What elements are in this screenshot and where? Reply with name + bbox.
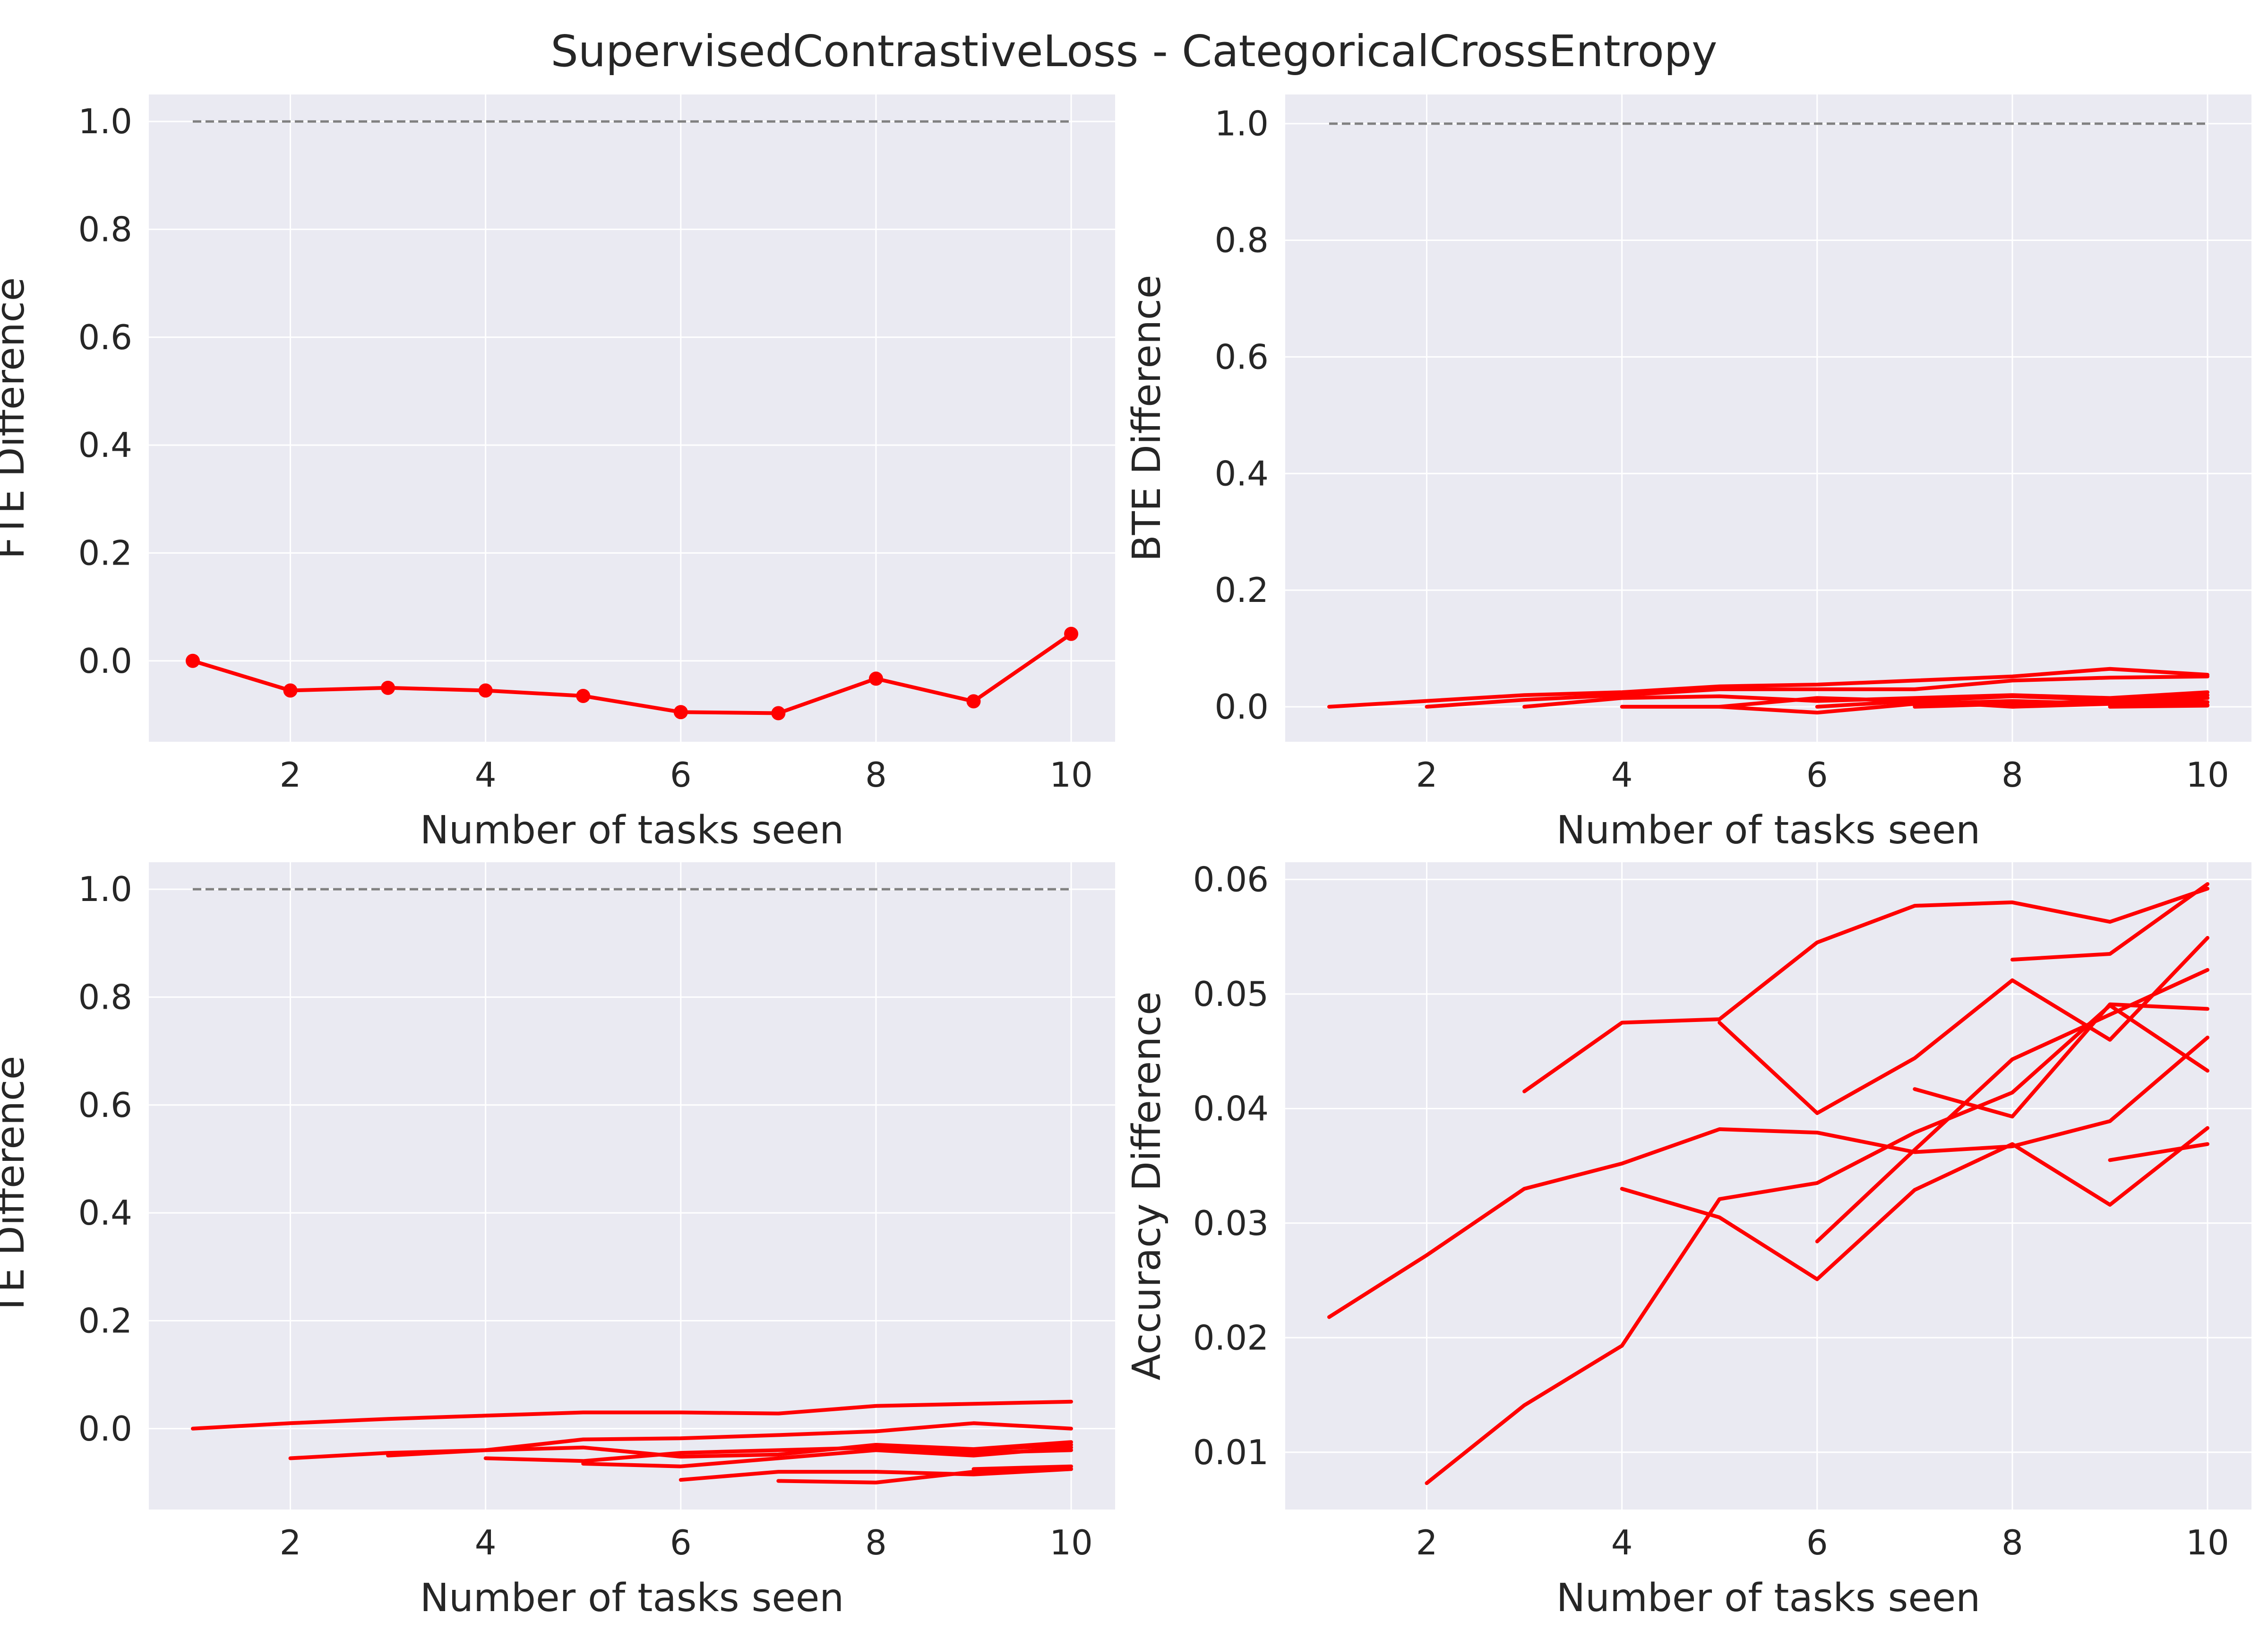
figure-title: SupervisedContrastiveLoss - CategoricalC… (550, 26, 1717, 77)
te-x-tick-label: 10 (1049, 1523, 1093, 1562)
accuracy-x-tick-label: 10 (2186, 1523, 2229, 1562)
fte-x-tick-label: 6 (670, 755, 692, 795)
te-y-tick-label: 1.0 (78, 869, 132, 909)
bte-plot-area (1285, 94, 2251, 742)
fte-series-line-1 (191, 632, 1073, 715)
subplot-accuracy: 2 4 6 8 10 0.01 0.02 0.03 0.04 0.05 0.06 Number of … (1125, 859, 2251, 1621)
accuracy-y-tick-label: 0.03 (1193, 1203, 1269, 1243)
bte-series-line-1 (1327, 667, 2209, 709)
fte-data-point (381, 680, 395, 695)
bte-y-tick-label: 0.2 (1214, 570, 1269, 610)
te-x-tick-label: 6 (670, 1523, 692, 1562)
te-y-tick-label: 0.4 (78, 1193, 132, 1233)
bte-series-line-7 (1913, 696, 2209, 709)
fte-x-axis-label: Number of tasks seen (420, 808, 844, 853)
fte-x-tick-label: 4 (475, 755, 497, 795)
te-y-tick-label: 0.0 (78, 1409, 132, 1449)
fte-data-point (283, 683, 298, 698)
te-y-axis-label: TE Difference (0, 1056, 33, 1317)
accuracy-series-line-4 (1620, 1126, 2209, 1281)
accuracy-x-axis-label: Number of tasks seen (1556, 1576, 1981, 1621)
accuracy-x-tick-label: 4 (1611, 1523, 1633, 1562)
accuracy-series-line-8 (2010, 882, 2209, 962)
te-series-line-5 (581, 1445, 1073, 1468)
accuracy-y-tick-label: 0.01 (1193, 1433, 1269, 1472)
te-series-line-4 (483, 1445, 1073, 1463)
fte-y-tick-label: 0.0 (78, 641, 132, 681)
bte-y-tick-label: 0.0 (1214, 687, 1269, 727)
fte-data-point (1064, 626, 1079, 641)
bte-y-tick-label: 0.6 (1214, 337, 1269, 377)
te-series-line-7 (776, 1467, 1073, 1484)
te-y-tick-label: 0.8 (78, 977, 132, 1017)
fte-y-tick-label: 0.2 (78, 533, 132, 573)
accuracy-y-tick-label: 0.05 (1193, 974, 1269, 1014)
te-x-axis-label: Number of tasks seen (420, 1576, 844, 1621)
fte-data-point (771, 706, 786, 721)
bte-series-line-2 (1425, 674, 2209, 709)
fte-y-tick-label: 0.8 (78, 209, 132, 249)
accuracy-y-tick-label: 0.06 (1193, 859, 1269, 899)
accuracy-series-line-7 (1913, 1002, 2209, 1119)
fte-data-point (478, 683, 493, 698)
accuracy-x-tick-label: 2 (1416, 1523, 1438, 1562)
bte-x-tick-label: 10 (2186, 755, 2229, 795)
bte-y-tick-label: 0.8 (1214, 221, 1269, 260)
te-series-line-1 (191, 1399, 1073, 1431)
fte-x-tick-label: 10 (1049, 755, 1093, 795)
bte-x-tick-label: 8 (2002, 755, 2023, 795)
fte-data-point (868, 671, 883, 686)
accuracy-series-line-2 (1425, 1004, 2209, 1485)
fte-y-axis-label: FTE Difference (0, 277, 33, 559)
bte-x-tick-label: 6 (1806, 755, 1828, 795)
fte-x-tick-label: 8 (865, 755, 887, 795)
accuracy-x-tick-label: 8 (2002, 1523, 2023, 1562)
te-y-tick-label: 0.6 (78, 1085, 132, 1125)
te-x-tick-label: 8 (865, 1523, 887, 1562)
te-y-tick-label: 0.2 (78, 1301, 132, 1340)
bte-x-axis-label: Number of tasks seen (1556, 808, 1981, 853)
te-plot-area (149, 862, 1115, 1510)
te-series-line-9 (971, 1464, 1073, 1471)
accuracy-series-line-9 (2108, 1142, 2209, 1162)
accuracy-series-line-5 (1718, 936, 2209, 1115)
bte-y-axis-label: BTE Difference (1125, 275, 1169, 562)
accuracy-x-tick-label: 6 (1806, 1523, 1828, 1562)
accuracy-y-tick-label: 0.04 (1193, 1089, 1269, 1128)
fte-y-tick-label: 1.0 (78, 102, 132, 141)
fte-data-point (673, 705, 688, 720)
te-x-tick-label: 4 (475, 1523, 497, 1562)
fte-plot-area (149, 94, 1115, 742)
fte-data-point (966, 694, 981, 709)
bte-y-tick-label: 0.4 (1214, 454, 1269, 493)
accuracy-series-line-3 (1522, 886, 2209, 1093)
bte-x-tick-label: 4 (1611, 755, 1633, 795)
fte-x-tick-label: 2 (280, 755, 301, 795)
accuracy-y-axis-label: Accuracy Difference (1125, 991, 1169, 1380)
fte-y-tick-label: 0.4 (78, 425, 132, 465)
fte-y-tick-label: 0.6 (78, 317, 132, 357)
accuracy-y-tick-label: 0.02 (1193, 1318, 1269, 1357)
bte-series-line-9 (2108, 703, 2209, 709)
bte-x-tick-label: 2 (1416, 755, 1438, 795)
accuracy-series-line-6 (1815, 968, 2209, 1244)
te-x-tick-label: 2 (280, 1523, 301, 1562)
fte-data-point (576, 688, 591, 703)
accuracy-plot-area (1285, 862, 2251, 1510)
subplot-fte: 2 4 6 8 10 0.0 0.2 0.4 0.6 0.8 1.0 Number of tasks … (0, 94, 1115, 853)
subplot-bte: 2 4 6 8 10 0.0 0.2 0.4 0.6 0.8 1.0 Number of tasks … (1125, 94, 2251, 853)
subplot-te: 2 4 6 8 10 0.0 0.2 0.4 0.6 0.8 1.0 Number of tasks … (0, 862, 1115, 1621)
fte-data-point (185, 653, 200, 668)
bte-y-tick-label: 1.0 (1214, 104, 1269, 144)
accuracy-series-line-1 (1327, 1036, 2209, 1319)
te-series-line-8 (874, 1443, 1073, 1452)
